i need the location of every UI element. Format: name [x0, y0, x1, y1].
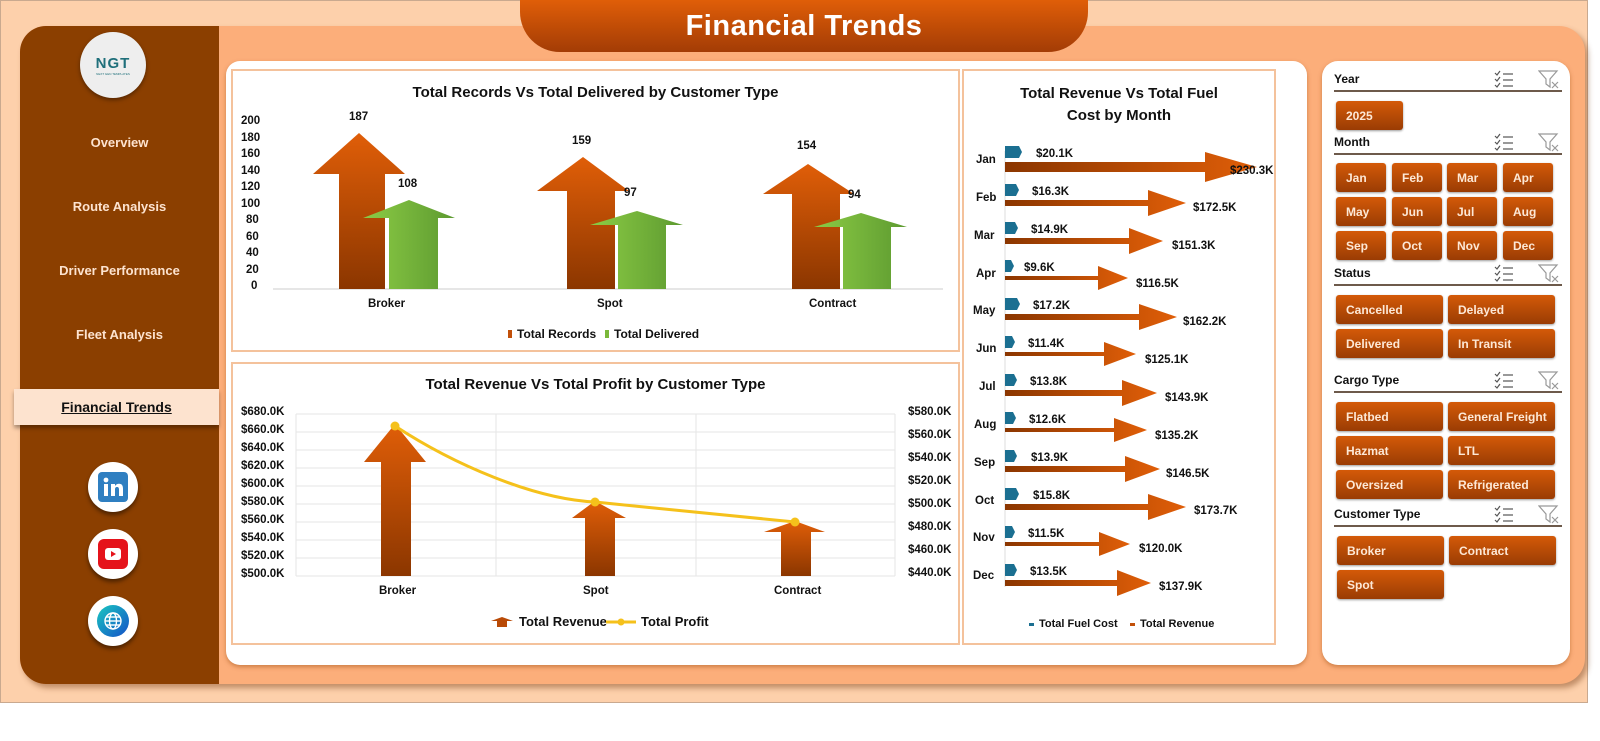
chart-title: Total Records Vs Total Delivered by Cust…	[412, 84, 779, 101]
sidebar: NGT NEXT GEN TEMPLATES Overview Route An…	[14, 26, 219, 684]
chart-plot	[1004, 146, 1257, 596]
multi-select-icon[interactable]	[1494, 371, 1514, 389]
cargo-ltl-button[interactable]: LTL	[1448, 436, 1555, 465]
month-jul-button[interactable]: Jul	[1447, 197, 1497, 226]
month-jun-button[interactable]: Jun	[1392, 197, 1442, 226]
cargo-flatbed-button[interactable]: Flatbed	[1336, 402, 1443, 431]
clear-filter-icon[interactable]	[1538, 371, 1560, 391]
slicer-cargo-header: Cargo Type	[1334, 371, 1562, 393]
cargo-general-freight-button[interactable]: General Freight	[1448, 402, 1555, 431]
logo: NGT NEXT GEN TEMPLATES	[80, 32, 146, 98]
sidebar-item-route-analysis[interactable]: Route Analysis	[72, 199, 167, 214]
legend-total-fuel-cost: Total Fuel Cost	[1029, 618, 1118, 630]
cargo-refrigerated-button[interactable]: Refrigerated	[1448, 470, 1555, 499]
clear-filter-icon[interactable]	[1538, 264, 1560, 284]
x-label: Contract	[774, 585, 822, 597]
chart-title: Total Revenue Vs Total Profit by Custome…	[425, 376, 766, 393]
x-label: Contract	[809, 298, 857, 310]
slicer-month-header: Month	[1334, 133, 1562, 155]
chart-title: Total Revenue Vs Total Fuel Cost by Mont…	[1020, 85, 1218, 124]
customer-spot-button[interactable]: Spot	[1337, 570, 1444, 599]
legend-line-icon	[606, 618, 636, 625]
page-title: Financial Trends	[685, 9, 923, 42]
legend-total-delivered: Total Delivered	[605, 327, 699, 341]
data-label: 108	[398, 178, 418, 190]
data-label: 97	[624, 187, 637, 199]
logo-subtext: NEXT GEN TEMPLATES	[96, 71, 130, 76]
legend-swatch	[1130, 622, 1135, 626]
month-dec-button[interactable]: Dec	[1503, 231, 1553, 260]
chart-plot	[295, 413, 896, 577]
linkedin-icon	[98, 472, 128, 502]
clear-filter-icon[interactable]	[1538, 133, 1560, 153]
x-label: Broker	[368, 298, 406, 310]
month-jan-button[interactable]: Jan	[1336, 163, 1386, 192]
linkedin-button[interactable]	[88, 462, 138, 512]
slicer-customer-header: Customer Type	[1334, 505, 1562, 527]
multi-select-icon[interactable]	[1494, 505, 1514, 523]
month-apr-button[interactable]: Apr	[1503, 163, 1553, 192]
sidebar-item-fleet-analysis[interactable]: Fleet Analysis	[76, 327, 163, 342]
multi-select-icon[interactable]	[1494, 70, 1514, 88]
month-feb-button[interactable]: Feb	[1392, 163, 1442, 192]
slicer-year-header: Year	[1334, 70, 1562, 92]
legend-arrow-icon	[491, 616, 513, 627]
status-delayed-button[interactable]: Delayed	[1448, 295, 1555, 324]
slicer-status-header: Status	[1334, 264, 1562, 286]
title-banner: Financial Trends	[520, 0, 1088, 52]
revenue-profit-chart: Total Revenue Vs Total Profit by Custome…	[231, 362, 960, 645]
month-sep-button[interactable]: Sep	[1336, 231, 1386, 260]
globe-icon	[97, 605, 129, 637]
youtube-icon	[98, 539, 128, 569]
legend-total-revenue: Total Revenue	[1130, 618, 1214, 630]
legend-swatch	[1029, 622, 1034, 626]
month-may-button[interactable]: May	[1336, 197, 1386, 226]
logo-text: NGT	[95, 54, 131, 72]
cargo-hazmat-button[interactable]: Hazmat	[1336, 436, 1443, 465]
status-in-transit-button[interactable]: In Transit	[1448, 329, 1555, 358]
sidebar-item-label: Financial Trends	[61, 399, 172, 415]
records-delivered-chart: Total Records Vs Total Delivered by Cust…	[231, 69, 960, 352]
x-label: Spot	[597, 298, 623, 310]
youtube-button[interactable]	[88, 529, 138, 579]
customer-contract-button[interactable]: Contract	[1449, 536, 1556, 565]
website-button[interactable]	[88, 596, 138, 646]
x-label: Broker	[379, 585, 417, 597]
month-mar-button[interactable]: Mar	[1447, 163, 1497, 192]
clear-filter-icon[interactable]	[1538, 505, 1560, 525]
status-delivered-button[interactable]: Delivered	[1336, 329, 1443, 358]
legend-swatch	[508, 330, 512, 338]
sidebar-item-financial-trends[interactable]: Financial Trends	[14, 389, 219, 425]
customer-broker-button[interactable]: Broker	[1337, 536, 1444, 565]
cargo-oversized-button[interactable]: Oversized	[1336, 470, 1443, 499]
clear-filter-icon[interactable]	[1538, 70, 1560, 90]
sidebar-item-driver-performance[interactable]: Driver Performance	[59, 263, 180, 278]
legend-total-profit: Total Profit	[606, 614, 709, 629]
sidebar-item-overview[interactable]: Overview	[90, 135, 149, 150]
data-label: 187	[349, 111, 369, 123]
x-label: Spot	[583, 585, 609, 597]
legend-total-records: Total Records	[508, 327, 596, 341]
data-label: 94	[848, 189, 861, 201]
multi-select-icon[interactable]	[1494, 264, 1514, 282]
filter-panel: Year 2025 Month Jan Feb Mar Apr May Jun …	[1322, 61, 1570, 665]
data-label: 154	[797, 140, 817, 152]
multi-select-icon[interactable]	[1494, 133, 1514, 151]
legend-total-revenue: Total Revenue	[490, 614, 607, 629]
status-cancelled-button[interactable]: Cancelled	[1336, 295, 1443, 324]
legend-swatch	[605, 330, 609, 338]
main-charts-panel: Total Records Vs Total Delivered by Cust…	[226, 61, 1307, 665]
data-label: 159	[572, 135, 592, 147]
revenue-fuel-chart: Total Revenue Vs Total Fuel Cost by Mont…	[962, 69, 1276, 645]
month-nov-button[interactable]: Nov	[1447, 231, 1497, 260]
chart-plot	[273, 133, 943, 290]
year-2025-button[interactable]: 2025	[1336, 101, 1403, 130]
month-aug-button[interactable]: Aug	[1503, 197, 1553, 226]
month-oct-button[interactable]: Oct	[1392, 231, 1442, 260]
